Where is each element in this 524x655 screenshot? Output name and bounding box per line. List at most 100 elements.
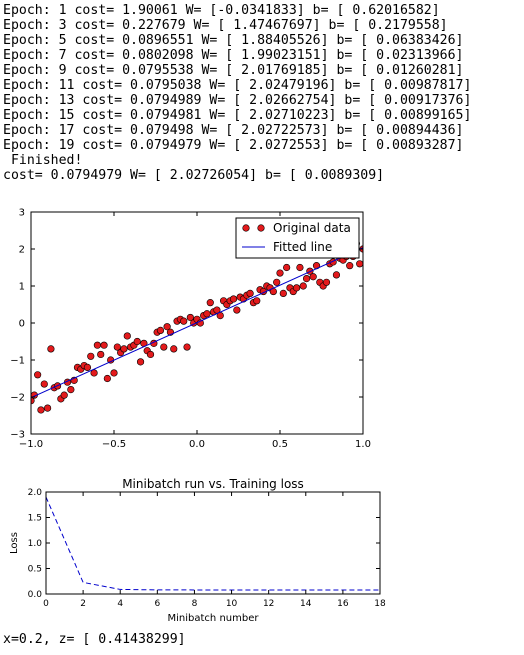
y-tick-label: 1.5 <box>28 514 42 524</box>
plot-area <box>31 239 363 414</box>
result-line: x=0.2, z= [ 0.41438299] <box>3 632 186 647</box>
y-tick-label: −2 <box>10 393 25 404</box>
data-point <box>93 341 101 349</box>
x-tick-label: −0.5 <box>102 439 126 450</box>
data-point <box>113 343 121 351</box>
data-point <box>229 295 238 303</box>
data-point <box>246 289 254 298</box>
data-point <box>43 404 52 412</box>
legend-marker <box>242 224 250 232</box>
data-point <box>87 352 95 360</box>
x-tick-label: 2 <box>80 599 86 609</box>
data-point <box>120 345 128 353</box>
x-axis-label: Minibatch number <box>168 613 260 624</box>
console-output: Epoch: 1 cost= 1.90061 W= [-0.0341833] b… <box>3 3 471 183</box>
x-tick-label: 1.0 <box>355 439 371 450</box>
console-line: Epoch: 11 cost= 0.0795038 W= [ 2.0247919… <box>3 78 472 93</box>
data-point <box>302 275 311 283</box>
x-tick-label: 6 <box>154 599 160 609</box>
console-line: Epoch: 5 cost= 0.0896551 W= [ 1.88405526… <box>3 33 464 48</box>
data-point <box>97 350 105 359</box>
x-tick-label: 8 <box>192 599 198 609</box>
data-point <box>203 310 211 318</box>
data-point <box>67 386 75 394</box>
data-point <box>322 278 331 286</box>
scatter-chart: −1.0 −0.5 0.0 0.5 1.0 −3 −2 −1 0 1 2 3 Original data… <box>10 208 371 451</box>
legend: Original data Fitted line <box>235 217 360 259</box>
data-point <box>163 323 171 331</box>
data-point <box>356 260 363 268</box>
y-tick-label: −1 <box>10 356 25 367</box>
data-point <box>40 380 48 388</box>
data-point <box>299 282 307 290</box>
x-tick-label: 0.0 <box>189 439 205 450</box>
legend-label: Original data <box>273 221 351 235</box>
x-tick-label: 14 <box>300 599 312 609</box>
console-line: Epoch: 17 cost= 0.079498 W= [ 2.02722573… <box>3 123 464 138</box>
data-point <box>180 317 188 325</box>
data-point <box>47 345 55 353</box>
legend-marker <box>257 224 265 232</box>
y-axis-label: Loss <box>9 532 20 554</box>
console-line: Epoch: 1 cost= 1.90061 W= [-0.0341833] b… <box>3 3 440 18</box>
console-line: Epoch: 13 cost= 0.0794989 W= [ 2.0266275… <box>3 93 472 108</box>
fitted-line <box>31 247 363 399</box>
data-point <box>123 332 131 340</box>
data-point <box>186 313 194 322</box>
console-line: Epoch: 3 cost= 0.227679 W= [ 1.47467697]… <box>3 18 448 33</box>
data-point <box>346 262 354 270</box>
x-tick-label: 4 <box>117 599 123 609</box>
y-tick-label: 2 <box>19 245 25 256</box>
x-tick-label: 10 <box>226 599 238 609</box>
loss-chart: 0 2 4 6 8 10 12 14 16 18 0.0 0.5 1.0 1.5 2.0 Minibatch … <box>9 477 386 624</box>
data-point <box>83 363 92 372</box>
data-point <box>332 271 341 279</box>
data-point <box>293 284 301 292</box>
console-line: Epoch: 19 cost= 0.0794979 W= [ 2.0272553… <box>3 138 464 153</box>
data-point <box>34 371 42 379</box>
x-tick-label: 18 <box>374 599 386 609</box>
data-point <box>273 278 281 286</box>
data-point <box>60 391 68 399</box>
data-point <box>37 406 45 414</box>
data-point <box>103 374 111 383</box>
y-tick-label: 3 <box>19 208 25 219</box>
chart-title: Minibatch run vs. Training loss <box>122 477 304 491</box>
data-point <box>170 345 178 353</box>
data-point <box>100 341 108 349</box>
data-point <box>183 343 191 351</box>
y-tick-label: 0 <box>19 319 25 330</box>
y-tick-label: 0.0 <box>28 590 43 600</box>
data-point <box>279 289 287 298</box>
console-line: cost= 0.0794979 W= [ 2.02726054] b= [ 0.… <box>3 168 385 183</box>
y-tick-label: 0.5 <box>28 565 42 575</box>
x-tick-label: 12 <box>263 599 274 609</box>
x-tick-label: −1.0 <box>19 439 43 450</box>
data-point <box>283 263 291 272</box>
x-tick-label: 0 <box>43 599 49 609</box>
data-point <box>156 326 165 335</box>
console-line: Finished! <box>3 153 83 168</box>
console-line: Epoch: 15 cost= 0.0794981 W= [ 2.0271022… <box>3 108 472 123</box>
plot-frame <box>45 491 381 595</box>
y-tick-label: 2.0 <box>28 488 43 498</box>
data-point <box>110 369 118 377</box>
x-tick-label: 0.5 <box>272 439 288 450</box>
data-point <box>136 358 145 366</box>
data-point <box>253 297 261 305</box>
data-point <box>160 343 168 351</box>
data-point <box>309 273 317 281</box>
data-point <box>296 263 304 272</box>
legend-label: Fitted line <box>273 240 332 254</box>
console-line: Epoch: 7 cost= 0.0802098 W= [ 1.99023151… <box>3 48 464 63</box>
y-tick-label: −3 <box>10 430 25 441</box>
console-line: Epoch: 9 cost= 0.0795538 W= [ 2.01769185… <box>3 63 464 78</box>
data-point <box>206 299 214 307</box>
data-point <box>133 337 141 346</box>
loss-line <box>45 496 380 591</box>
data-point <box>146 350 155 359</box>
data-point <box>233 306 241 314</box>
y-tick-label: 1.0 <box>28 539 43 549</box>
y-tick-label: 1 <box>19 282 25 293</box>
